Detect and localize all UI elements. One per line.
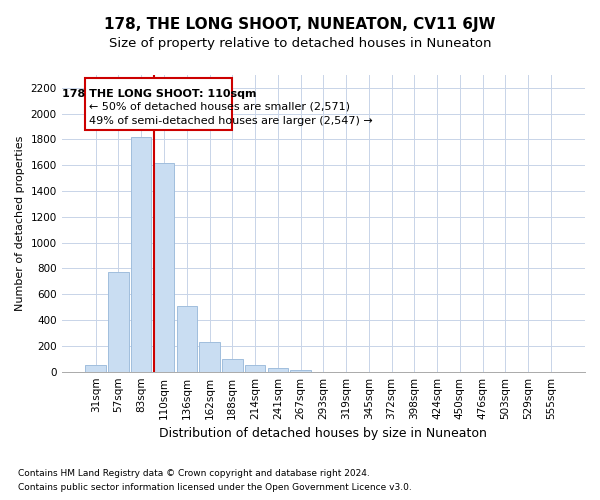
Bar (290, 370, 311, 372)
Text: 49% of semi-detached houses are larger (2,547) →: 49% of semi-detached houses are larger (… (89, 116, 373, 126)
Bar (85, 365, 106, 372)
Bar (131, 137, 151, 372)
Bar (85, 78, 232, 130)
Text: Size of property relative to detached houses in Nuneaton: Size of property relative to detached ho… (109, 38, 491, 51)
Text: ← 50% of detached houses are smaller (2,571): ← 50% of detached houses are smaller (2,… (89, 102, 350, 112)
Bar (154, 162, 174, 372)
Bar (176, 306, 197, 372)
Bar (245, 365, 265, 372)
Bar (108, 272, 129, 372)
Bar (268, 368, 288, 372)
Y-axis label: Number of detached properties: Number of detached properties (15, 136, 25, 311)
X-axis label: Distribution of detached houses by size in Nuneaton: Distribution of detached houses by size … (160, 427, 487, 440)
Bar (199, 342, 220, 372)
Text: 178 THE LONG SHOOT: 110sqm: 178 THE LONG SHOOT: 110sqm (62, 88, 256, 99)
Text: Contains HM Land Registry data © Crown copyright and database right 2024.: Contains HM Land Registry data © Crown c… (18, 468, 370, 477)
Text: 178, THE LONG SHOOT, NUNEATON, CV11 6JW: 178, THE LONG SHOOT, NUNEATON, CV11 6JW (104, 18, 496, 32)
Text: Contains public sector information licensed under the Open Government Licence v3: Contains public sector information licen… (18, 484, 412, 492)
Bar (222, 359, 242, 372)
